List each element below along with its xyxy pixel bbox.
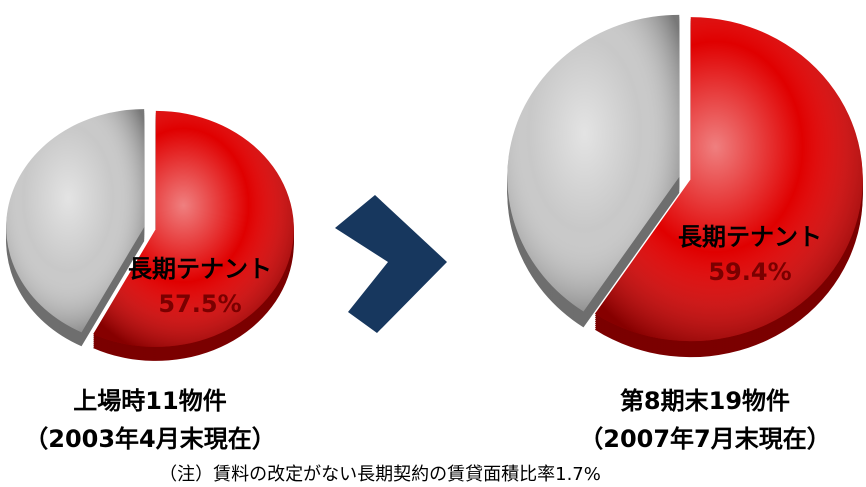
- note: （注）賃料の改定がない長期契約の賃貸面積比率1.7%: [159, 464, 601, 485]
- pie-subtitle: （2003年4月末現在）: [24, 425, 276, 453]
- pie-subtitle: （2007年7月末現在）: [579, 425, 831, 453]
- value-label: 59.4%: [708, 258, 791, 286]
- arrow: [335, 195, 447, 333]
- pie-title: 第8期末19物件: [620, 387, 790, 415]
- value-label: 57.5%: [158, 290, 241, 318]
- slice-shine: [594, 17, 863, 342]
- slice-shine: [507, 14, 680, 312]
- slice-label: 長期テナント: [678, 223, 822, 251]
- slice-label: 長期テナント: [128, 255, 272, 283]
- slice-shine: [93, 110, 294, 347]
- pie-title: 上場時11物件: [73, 387, 226, 415]
- slice-shine: [6, 109, 145, 333]
